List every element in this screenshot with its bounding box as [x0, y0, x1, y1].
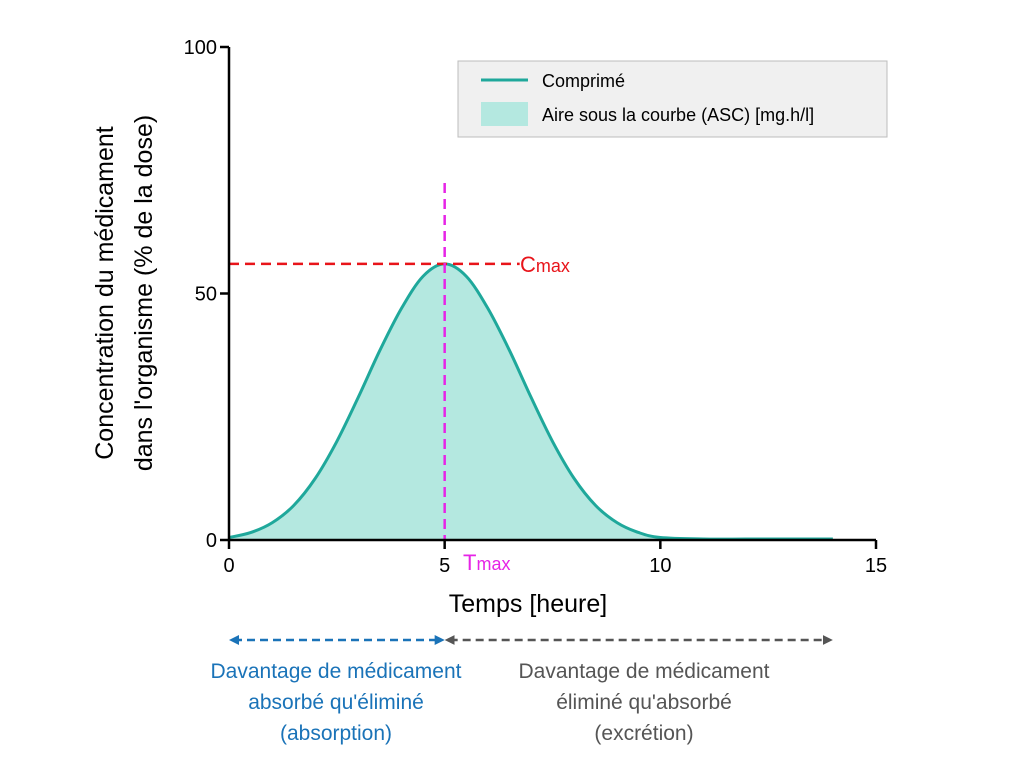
area-under-curve	[229, 263, 833, 540]
x-tick-label: 10	[649, 555, 671, 577]
excretion-text: Davantage de médicament éliminé qu'absor…	[519, 660, 770, 745]
absorption-text-line2: absorbé qu'éliminé	[248, 691, 424, 714]
concentration-curve	[228, 262, 833, 541]
y-axis-title-line2: dans l'organisme (% de la dose)	[130, 115, 158, 471]
legend-box	[457, 60, 888, 138]
excretion-text-line2: éliminé qu'absorbé	[556, 691, 732, 714]
absorption-text: Davantage de médicament absorbé qu'élimi…	[211, 660, 462, 745]
x-ticks: 0 5 10 15	[223, 540, 887, 577]
y-axis-title-line1: Concentration du médicament	[91, 126, 119, 460]
tmax-label: Tmax	[463, 550, 510, 575]
x-tick-label: 5	[439, 555, 450, 577]
legend: Comprimé Aire sous la courbe (ASC) [mg.h…	[457, 60, 888, 138]
excretion-text-line3: (excrétion)	[594, 722, 693, 745]
x-tick-label: 15	[865, 555, 887, 577]
absorption-text-line1: Davantage de médicament	[211, 660, 462, 683]
legend-label-asc: Aire sous la courbe (ASC) [mg.h/l]	[542, 105, 814, 125]
y-tick-label: 50	[195, 284, 217, 306]
legend-label-comprime: Comprimé	[542, 71, 625, 91]
excretion-text-line1: Davantage de médicament	[519, 660, 770, 683]
x-axis-title: Temps [heure]	[449, 590, 607, 618]
cmax-label: Cmax	[520, 252, 570, 277]
absorption-text-line3: (absorption)	[280, 722, 392, 745]
y-ticks: 0 50 100	[184, 37, 229, 552]
x-tick-label: 0	[223, 555, 234, 577]
y-tick-label: 100	[184, 37, 217, 59]
legend-area-swatch	[481, 102, 528, 126]
y-tick-label: 0	[206, 530, 217, 552]
